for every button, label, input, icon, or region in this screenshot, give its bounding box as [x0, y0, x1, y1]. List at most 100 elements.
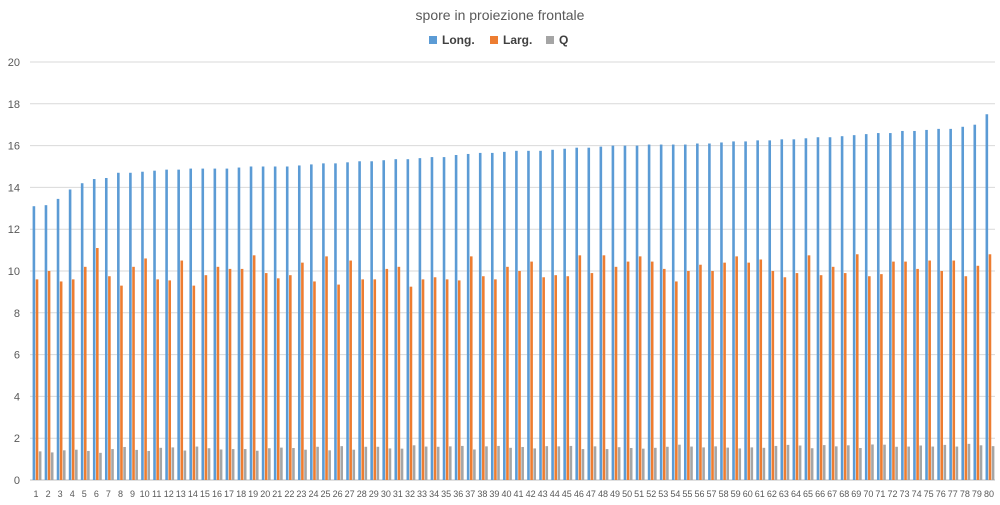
bar-larg [469, 256, 473, 480]
bar-long [165, 169, 168, 480]
bar-long [478, 152, 482, 481]
bar-q [883, 444, 886, 480]
bar-q [847, 445, 850, 480]
bar-long [466, 153, 470, 480]
bar-long [527, 150, 530, 480]
bar-q [268, 448, 271, 480]
bar-long [937, 128, 940, 480]
x-tick-label: 75 [924, 489, 934, 499]
bar-larg [457, 280, 461, 480]
x-tick-label: 37 [465, 489, 475, 499]
bar-long [237, 167, 241, 481]
bar-long [635, 145, 639, 480]
legend-swatch [429, 36, 437, 44]
bar-q [617, 447, 621, 480]
bars [32, 114, 995, 481]
bar-larg [192, 285, 196, 480]
y-tick-label: 18 [8, 99, 20, 111]
x-tick-label: 76 [936, 489, 946, 499]
bar-long [153, 170, 156, 480]
bar-q [473, 449, 476, 480]
bar-q [304, 449, 307, 480]
x-tick-label: 68 [839, 489, 849, 499]
bar-larg [988, 254, 992, 480]
x-tick-label: 38 [477, 489, 487, 499]
bar-q [400, 448, 404, 480]
y-tick-label: 4 [14, 391, 20, 403]
x-tick-label: 67 [827, 489, 837, 499]
bar-larg [385, 268, 389, 480]
bar-long [201, 168, 205, 480]
bar-larg [252, 255, 256, 480]
bar-long [985, 114, 989, 480]
bar-long [490, 152, 494, 481]
bar-q [99, 452, 102, 480]
bar-larg [494, 279, 497, 480]
bar-q [967, 443, 971, 480]
x-tick-label: 63 [779, 489, 789, 499]
bar-long [430, 157, 434, 480]
bar-larg [47, 271, 51, 480]
bar-larg [108, 276, 111, 480]
bar-long [683, 144, 687, 480]
bar-long [129, 172, 132, 480]
bar-q [207, 448, 211, 480]
bar-larg [650, 261, 654, 480]
bar-larg [735, 256, 738, 480]
bar-q [159, 447, 163, 480]
x-tick-label: 11 [152, 489, 161, 499]
bar-long [973, 124, 977, 480]
x-tick-label: 58 [719, 489, 729, 499]
x-tick-label: 8 [118, 489, 123, 499]
bar-larg [433, 277, 437, 480]
x-tick-label: 59 [731, 489, 741, 499]
x-tick-label: 32 [405, 489, 415, 499]
bar-long [406, 159, 410, 480]
x-tick-label: 16 [212, 489, 222, 499]
bar-long [708, 143, 711, 480]
bar-q [75, 449, 78, 480]
x-tick-label: 61 [755, 489, 765, 499]
bar-larg [831, 266, 835, 480]
bar-q [521, 446, 524, 480]
bar-long [285, 166, 289, 480]
x-tick-label: 12 [164, 489, 174, 499]
bar-q [714, 446, 717, 480]
bar-larg [759, 259, 763, 480]
bar-q [292, 448, 295, 480]
x-tick-label: 80 [984, 489, 994, 499]
x-tick-label: 19 [248, 489, 258, 499]
bar-larg [35, 279, 39, 480]
x-tick-label: 15 [200, 489, 210, 499]
x-tick-label: 52 [646, 489, 656, 499]
x-tick-label: 73 [900, 489, 910, 499]
x-tick-label: 1 [34, 489, 39, 499]
bar-long [961, 126, 965, 480]
x-tick-label: 69 [851, 489, 861, 499]
legend: Long. Larg. Q [429, 33, 568, 47]
bar-larg [421, 279, 425, 480]
x-tick-label: 27 [345, 489, 355, 499]
bar-q [810, 448, 814, 480]
bar-long [563, 148, 566, 481]
x-tick-label: 70 [863, 489, 873, 499]
bar-q [424, 446, 428, 480]
bar-q [533, 448, 537, 480]
bar-long [418, 158, 422, 480]
x-tick-label: 64 [791, 489, 801, 499]
bar-larg [554, 275, 558, 480]
bar-long [551, 149, 554, 480]
x-tick-label: 43 [538, 489, 548, 499]
bar-long [141, 171, 144, 480]
x-tick-label: 13 [176, 489, 186, 499]
bar-larg [313, 281, 316, 480]
x-tick-label: 57 [707, 489, 717, 499]
y-tick-label: 2 [14, 433, 20, 445]
x-tick-label: 10 [140, 489, 150, 499]
x-tick-label: 24 [308, 489, 318, 499]
y-tick-label: 16 [8, 141, 20, 153]
bar-q [907, 446, 910, 480]
chart-title: spore in proiezione frontale [416, 7, 585, 23]
bar-q [255, 450, 259, 480]
bar-q [183, 450, 187, 480]
